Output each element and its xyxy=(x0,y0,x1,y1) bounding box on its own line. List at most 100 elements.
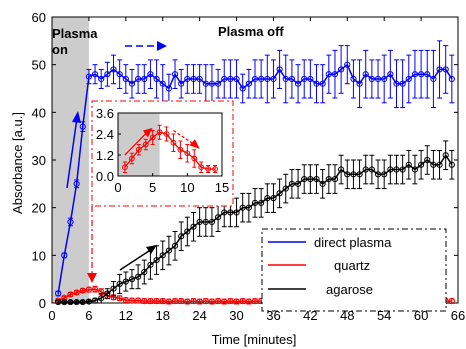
y-axis-label: Absorbance [a.u.] xyxy=(10,112,25,214)
inset-data-point xyxy=(149,134,156,141)
legend-label-quartz: quartz xyxy=(334,258,370,273)
data-point-quartz xyxy=(448,297,455,305)
data-point-direct-plasma xyxy=(325,71,332,78)
data-point-agarose xyxy=(399,166,406,173)
data-point-agarose xyxy=(208,218,216,226)
data-point-agarose xyxy=(350,171,357,178)
inset-x-tick-label: 5 xyxy=(149,180,156,195)
inset-data-point xyxy=(142,141,149,148)
data-point-agarose xyxy=(91,297,99,304)
data-point-agarose xyxy=(153,257,160,264)
data-point-direct-plasma xyxy=(307,75,314,83)
inset-data-point xyxy=(191,155,198,162)
data-point-direct-plasma xyxy=(368,75,375,83)
data-point-agarose xyxy=(374,171,382,178)
y-tick-label: 20 xyxy=(32,201,46,216)
data-point-direct-plasma xyxy=(98,75,105,83)
data-point-direct-plasma xyxy=(294,80,302,87)
data-point-agarose xyxy=(239,204,246,211)
data-point-agarose xyxy=(282,185,289,192)
data-point-direct-plasma xyxy=(61,252,68,259)
inset-y-tick-label: 1.2 xyxy=(96,148,114,163)
y-tick-label: 30 xyxy=(32,153,46,168)
data-point-agarose xyxy=(227,209,234,216)
data-point-direct-plasma xyxy=(184,75,191,83)
data-point-quartz xyxy=(251,297,259,305)
data-point-direct-plasma xyxy=(122,75,129,83)
data-point-direct-plasma xyxy=(104,71,111,78)
series-agarose xyxy=(55,140,455,306)
data-point-agarose xyxy=(411,166,419,173)
data-point-agarose xyxy=(159,252,166,259)
x-tick-label: 0 xyxy=(48,308,55,323)
data-point-quartz xyxy=(116,295,123,302)
inset-y-tick-label: 0.0 xyxy=(96,169,114,184)
agarose-rise-arrow xyxy=(119,245,157,271)
data-point-agarose xyxy=(98,295,105,302)
data-point-direct-plasma xyxy=(178,80,185,87)
inset-y-tick-label: 2.4 xyxy=(96,127,114,142)
inset-data-point xyxy=(128,155,135,162)
data-point-direct-plasma xyxy=(221,75,228,83)
data-point-direct-plasma xyxy=(319,80,326,87)
data-point-direct-plasma xyxy=(147,71,154,78)
data-point-quartz xyxy=(67,291,74,298)
y-tick-label: 10 xyxy=(32,248,46,263)
x-axis-label: Time [minutes] xyxy=(212,332,297,347)
data-point-agarose xyxy=(85,298,93,305)
data-point-quartz xyxy=(141,297,148,305)
data-point-direct-plasma xyxy=(399,80,406,87)
data-point-direct-plasma xyxy=(387,71,394,78)
legend: direct plasma quartz agarose xyxy=(261,228,447,312)
data-point-agarose xyxy=(233,209,240,216)
data-point-direct-plasma xyxy=(288,75,296,83)
x-tick-label: 36 xyxy=(266,308,280,323)
data-point-agarose xyxy=(362,166,369,173)
data-point-agarose xyxy=(190,223,197,230)
data-point-direct-plasma xyxy=(251,75,259,83)
data-point-quartz xyxy=(85,286,93,293)
y-tick-label: 40 xyxy=(32,105,46,120)
data-point-direct-plasma xyxy=(282,75,289,83)
data-point-agarose xyxy=(221,209,228,216)
inset-data-point xyxy=(212,166,218,172)
data-point-direct-plasma xyxy=(356,80,363,87)
data-point-agarose xyxy=(436,161,443,168)
inset-data-point xyxy=(163,131,170,137)
inset-fall-arrow-head xyxy=(189,139,200,149)
data-point-direct-plasma xyxy=(344,61,351,68)
inset-connector xyxy=(87,206,97,283)
data-point-agarose xyxy=(184,228,191,235)
legend-label-agarose: agarose xyxy=(326,282,373,297)
data-point-direct-plasma xyxy=(239,85,246,92)
data-point-quartz xyxy=(196,298,203,305)
data-point-quartz xyxy=(202,297,209,305)
data-point-quartz xyxy=(79,287,86,294)
data-point-quartz xyxy=(122,297,129,304)
data-point-direct-plasma xyxy=(411,71,419,78)
data-point-agarose xyxy=(258,199,265,206)
data-point-quartz xyxy=(227,297,234,305)
data-point-agarose xyxy=(442,152,449,159)
inset-border xyxy=(91,100,234,207)
x-tick-label: 30 xyxy=(229,308,243,323)
series-direct-plasma xyxy=(55,40,455,297)
data-point-direct-plasma xyxy=(110,66,117,73)
inset-series-line xyxy=(124,131,216,170)
data-point-quartz xyxy=(153,297,160,305)
plasma-on-label-line1: Plasma xyxy=(52,26,98,41)
data-point-agarose xyxy=(214,214,222,221)
data-point-direct-plasma xyxy=(73,180,80,187)
data-point-agarose xyxy=(128,276,136,283)
data-point-direct-plasma xyxy=(190,75,197,83)
data-point-quartz xyxy=(135,297,142,304)
inset-fall-arrow-line xyxy=(173,129,195,146)
y-tick-label: 50 xyxy=(32,58,46,73)
data-point-agarose xyxy=(405,161,412,168)
data-point-quartz xyxy=(171,297,179,305)
data-point-agarose xyxy=(301,175,308,183)
data-point-agarose xyxy=(319,180,326,187)
data-point-agarose xyxy=(294,180,302,187)
data-point-direct-plasma xyxy=(67,218,74,226)
